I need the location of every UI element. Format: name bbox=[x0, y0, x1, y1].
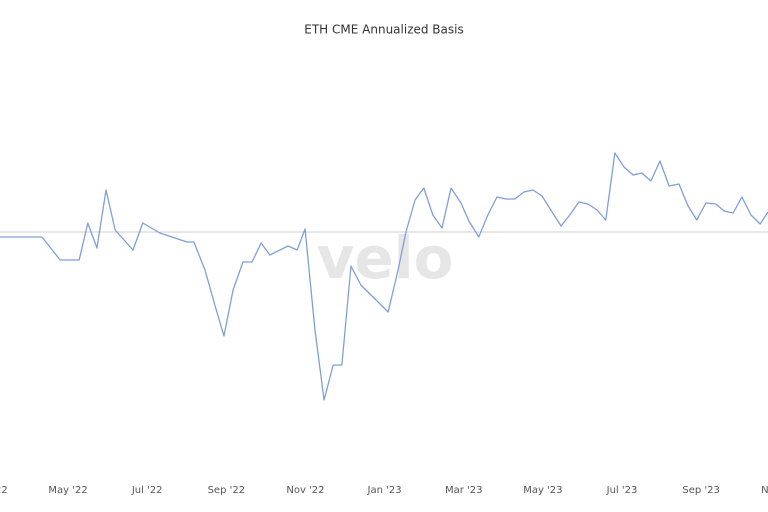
chart-title: ETH CME Annualized Basis bbox=[304, 23, 463, 37]
line-series bbox=[0, 152, 768, 401]
x-tick-label: Mar '22 bbox=[0, 485, 8, 496]
x-tick-label: May '23 bbox=[523, 485, 562, 496]
x-tick-label: Nov '23 bbox=[761, 485, 768, 496]
x-tick-label: Mar '23 bbox=[445, 485, 483, 496]
x-tick-label: Sep '23 bbox=[682, 485, 720, 496]
x-tick-label: Jul '22 bbox=[131, 485, 163, 496]
x-tick-label: May '22 bbox=[48, 485, 87, 496]
x-tick-label: Jan '23 bbox=[367, 485, 402, 496]
x-tick-label: Jul '23 bbox=[606, 485, 638, 496]
watermark: velo bbox=[317, 224, 454, 292]
x-tick-label: Nov '22 bbox=[286, 485, 324, 496]
x-tick-label: Sep '22 bbox=[208, 485, 246, 496]
